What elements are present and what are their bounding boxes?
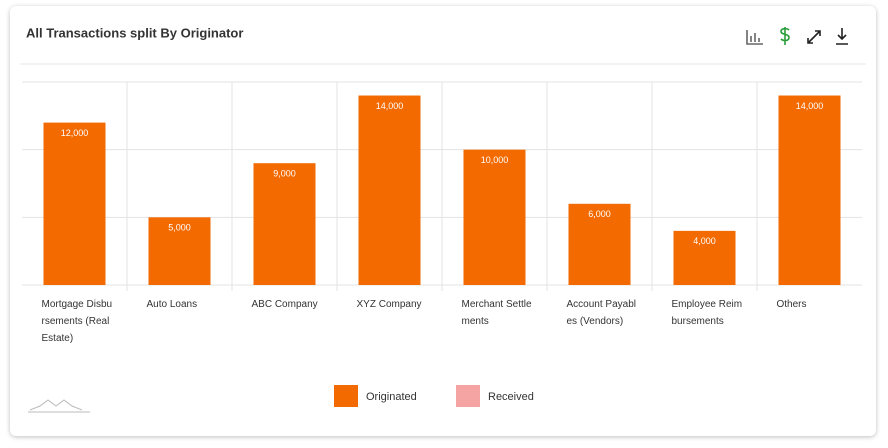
value-label: 4,000 xyxy=(693,236,716,246)
value-label: 6,000 xyxy=(588,209,611,219)
x-tick-label: Others xyxy=(776,299,807,310)
x-tick-label: Account Payables (Vendors) xyxy=(566,299,637,327)
bar xyxy=(358,95,421,286)
bar xyxy=(568,203,631,285)
bar xyxy=(673,230,736,285)
sparkline-icon xyxy=(28,399,90,413)
chart-icon[interactable] xyxy=(746,30,763,45)
legend-swatch[interactable] xyxy=(334,385,358,407)
expand-icon[interactable] xyxy=(807,30,821,44)
toolbar xyxy=(746,27,848,45)
legend-label: Received xyxy=(488,391,534,403)
x-tick-label: Merchant Settlements xyxy=(461,299,532,327)
value-label: 5,000 xyxy=(168,223,191,233)
value-label: 9,000 xyxy=(273,169,296,179)
x-tick-label: Employee Reimbursements xyxy=(671,299,743,327)
legend-swatch[interactable] xyxy=(456,385,480,407)
bar xyxy=(463,149,526,285)
download-icon[interactable] xyxy=(836,28,848,45)
bar xyxy=(43,122,106,285)
x-tick-label: Mortgage Disbursements (Real Estate) xyxy=(41,299,113,344)
x-tick-label: ABC Company xyxy=(251,299,318,310)
bar xyxy=(778,95,841,286)
value-label: 12,000 xyxy=(61,128,89,138)
x-tick-label: Auto Loans xyxy=(146,299,198,310)
value-label: 14,000 xyxy=(376,101,404,111)
value-label: 10,000 xyxy=(481,155,509,165)
chart-title: All Transactions split By Originator xyxy=(26,25,243,40)
bar xyxy=(253,163,316,285)
value-label: 14,000 xyxy=(796,101,824,111)
x-tick-label: XYZ Company xyxy=(356,299,422,310)
currency-icon[interactable] xyxy=(780,27,790,45)
legend-label: Originated xyxy=(366,391,417,403)
bar xyxy=(148,217,211,285)
